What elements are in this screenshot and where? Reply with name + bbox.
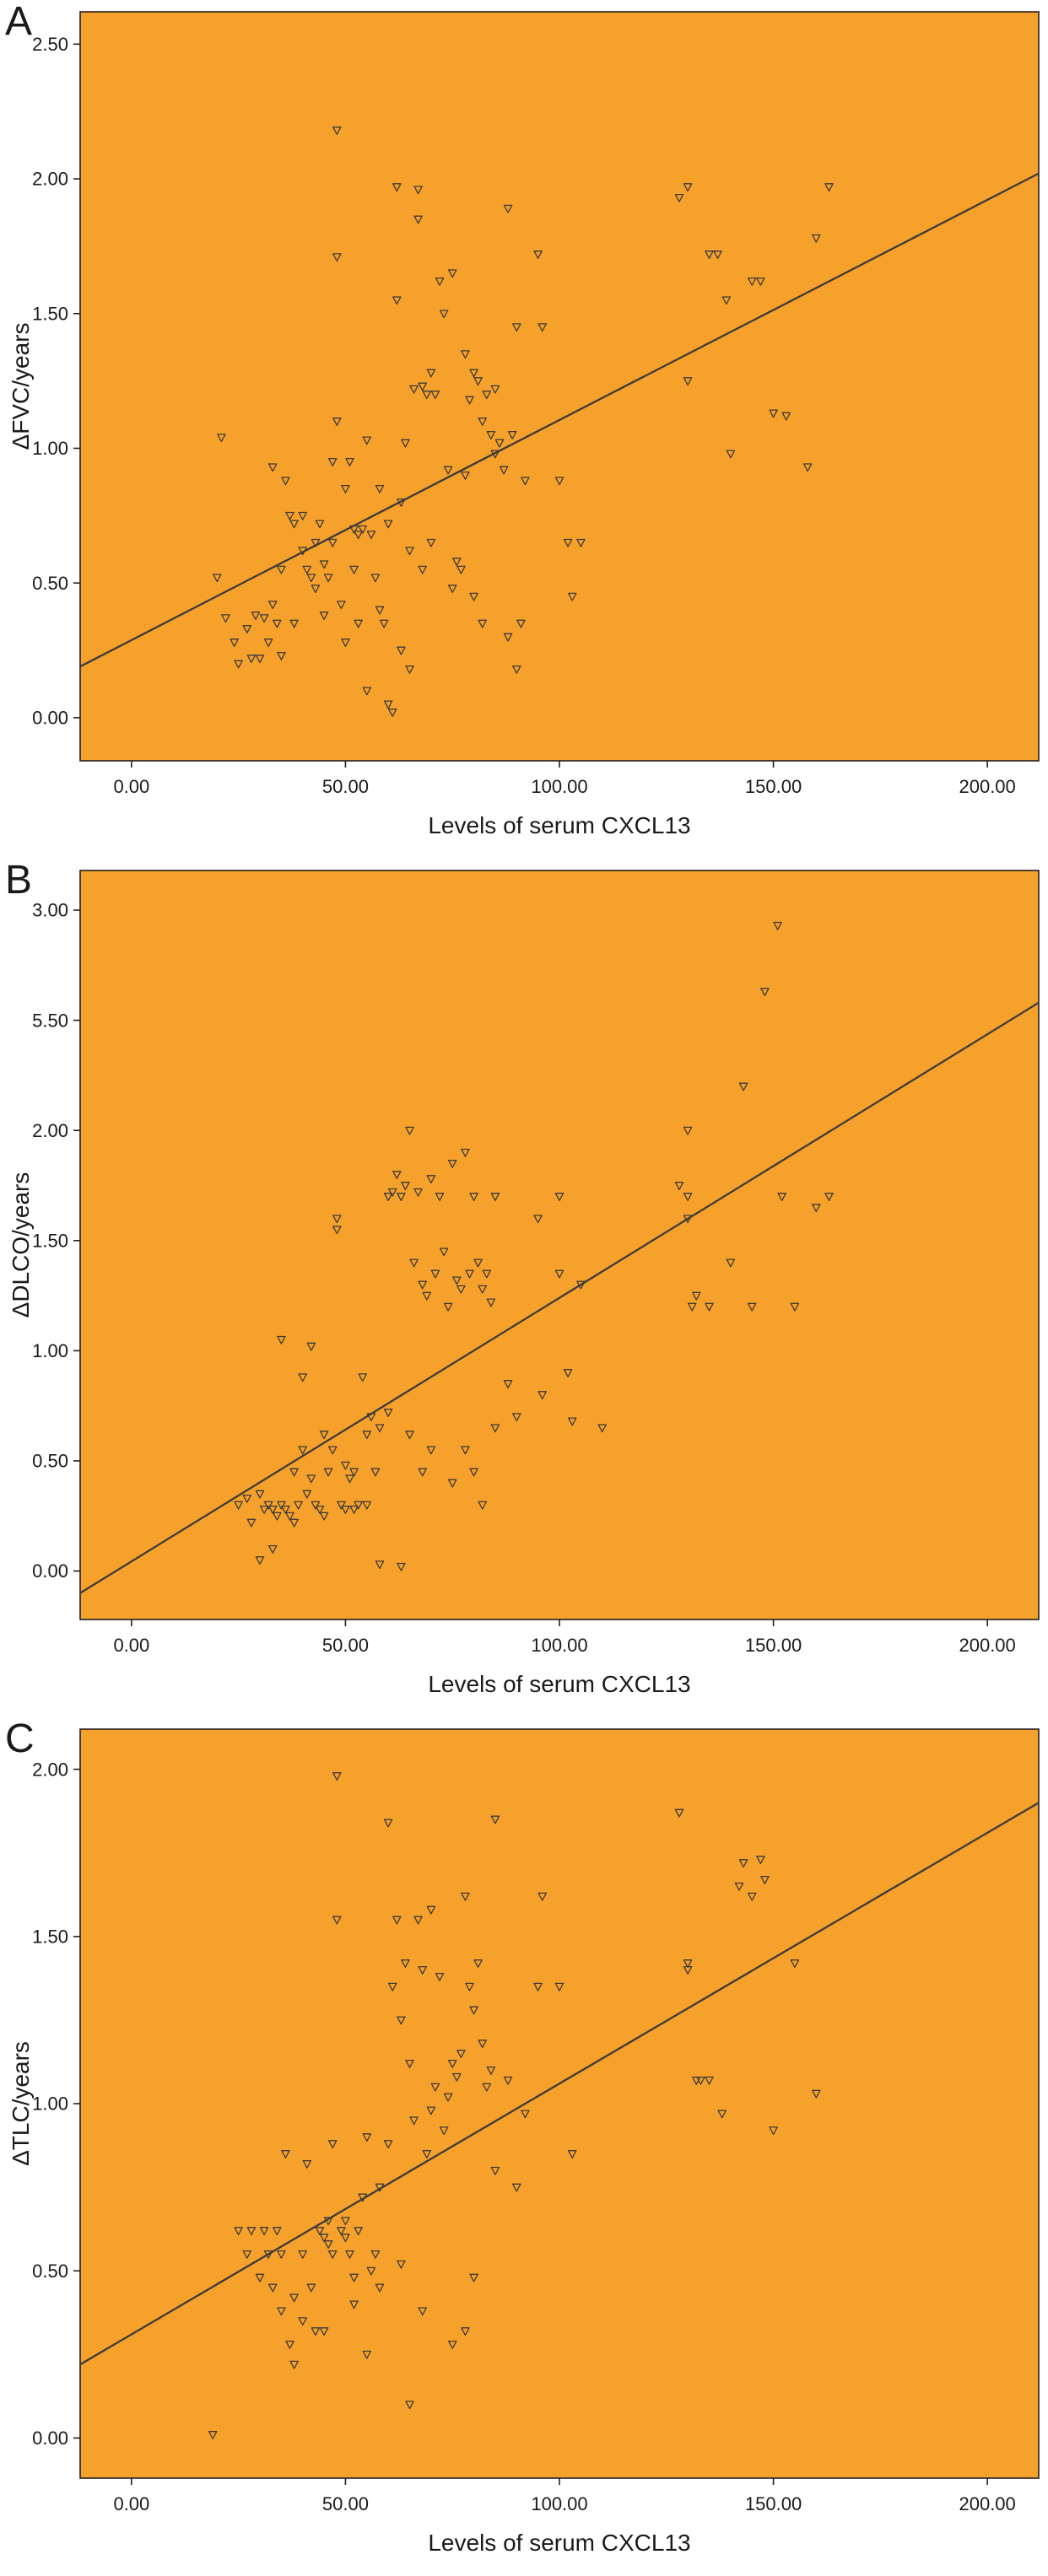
x-tick-label: 50.00 [322, 2493, 369, 2514]
x-axis-title: Levels of serum CXCL13 [428, 2530, 690, 2556]
x-tick-label: 0.00 [113, 776, 149, 797]
scatter-chart-dlco: 0.00 0.50 1.00 1.50 2.00 5.50 3.00 0.00 50.00 100… [8, 870, 1040, 1697]
panel-label-b: B [5, 858, 33, 903]
plot-area [79, 11, 1040, 762]
plot-area [79, 870, 1040, 1620]
data-points [213, 127, 834, 717]
x-axis-ticks: 0.00 50.00 100.00 150.00 200.00 [113, 2478, 1016, 2514]
y-tick-label: 1.50 [32, 303, 68, 324]
trend-line [79, 172, 1040, 668]
panel-b: B 0.00 0.50 1.00 1.50 2.00 5.50 3.00 0.00 50.00 1… [0, 858, 1048, 1717]
y-tick-label: 1.00 [32, 2094, 68, 2115]
data-points [234, 921, 834, 1571]
y-tick-label: 0.50 [32, 1451, 68, 1472]
y-tick-label: 5.50 [32, 1010, 68, 1031]
x-tick-label: 200.00 [959, 2493, 1015, 2514]
scatter-chart-fvc: 0.00 0.50 1.00 1.50 2.00 2.50 0.00 50.00 100.00 1… [8, 11, 1040, 838]
y-tick-label: 1.00 [32, 1340, 68, 1361]
y-tick-label: 0.00 [32, 2428, 68, 2449]
x-tick-label: 50.00 [322, 1635, 369, 1656]
y-tick-label: 0.50 [32, 573, 68, 594]
y-tick-label: 1.00 [32, 438, 68, 459]
panel-label-a: A [5, 0, 33, 44]
y-tick-label: 1.50 [32, 1926, 68, 1947]
y-axis-title: ΔFVC/years [8, 323, 34, 450]
x-tick-label: 150.00 [745, 1635, 802, 1656]
x-tick-label: 0.00 [113, 1635, 149, 1656]
y-tick-label: 0.50 [32, 2261, 68, 2282]
y-tick-label: 2.00 [32, 169, 68, 190]
trend-line [79, 1001, 1040, 1594]
y-tick-label: 1.50 [32, 1230, 68, 1251]
y-tick-label: 2.00 [32, 1120, 68, 1141]
x-axis-ticks: 0.00 50.00 100.00 150.00 200.00 [113, 1619, 1016, 1656]
panel-c: C 0.00 0.50 1.00 1.50 2.00 0.00 50.00 100.00 150… [0, 1716, 1048, 2576]
x-tick-label: 100.00 [531, 776, 587, 797]
plot-area [79, 1728, 1040, 2479]
x-tick-label: 100.00 [531, 2493, 587, 2514]
x-tick-label: 150.00 [745, 776, 802, 797]
y-tick-label: 2.00 [32, 1759, 68, 1780]
y-axis-title: ΔDLCO/years [8, 1172, 34, 1318]
y-tick-label: 2.50 [32, 34, 68, 55]
y-axis-ticks: 0.00 0.50 1.00 1.50 2.00 5.50 3.00 [32, 900, 80, 1582]
x-tick-label: 0.00 [113, 2493, 149, 2514]
scatter-chart-tlc: 0.00 0.50 1.00 1.50 2.00 0.00 50.00 100.00 150.0… [8, 1728, 1040, 2556]
x-tick-label: 200.00 [959, 776, 1015, 797]
x-axis-title: Levels of serum CXCL13 [428, 812, 690, 838]
panel-a: A 0.00 0.50 1.00 1.50 2.00 2.50 0.00 50.00 100.0… [0, 0, 1048, 859]
trend-line [79, 1802, 1040, 2366]
y-axis-title: ΔTLC/years [8, 2041, 34, 2166]
y-tick-label: 0.00 [32, 708, 68, 729]
x-tick-label: 150.00 [745, 2493, 802, 2514]
x-tick-label: 100.00 [531, 1635, 587, 1656]
data-points [208, 1772, 821, 2439]
y-tick-label: 0.00 [32, 1560, 68, 1582]
x-axis-title: Levels of serum CXCL13 [428, 1671, 690, 1697]
x-tick-label: 50.00 [322, 776, 369, 797]
panel-label-c: C [5, 1716, 35, 1761]
y-tick-label: 3.00 [32, 900, 68, 921]
y-axis-ticks: 0.00 0.50 1.00 1.50 2.00 [32, 1759, 80, 2449]
y-axis-ticks: 0.00 0.50 1.00 1.50 2.00 2.50 [32, 34, 80, 729]
x-tick-label: 200.00 [959, 1635, 1015, 1656]
x-axis-ticks: 0.00 50.00 100.00 150.00 200.00 [113, 761, 1016, 797]
